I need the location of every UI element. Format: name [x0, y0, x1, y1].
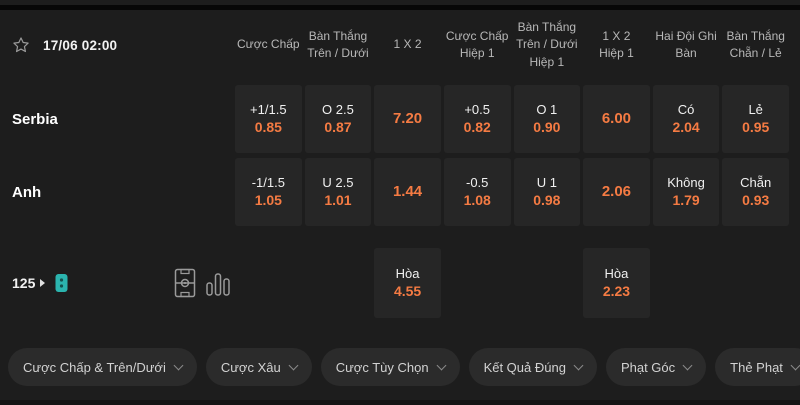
- odds-value: 1.79: [672, 191, 700, 208]
- tab-corners[interactable]: Phạt Góc: [605, 348, 707, 386]
- chevron-down-icon: [173, 360, 184, 371]
- odds-value: 0.95: [742, 118, 770, 135]
- odds-value: 0.93: [742, 191, 770, 208]
- selection-label: -1/1.5: [251, 174, 285, 190]
- market-filter-bar: Cược Chấp & Trên/Dưới Cược Xâu Cược Tùy …: [0, 348, 800, 386]
- football-pitch-icon[interactable]: [174, 268, 196, 298]
- tab-label: Cược Chấp & Trên/Dưới: [23, 359, 166, 375]
- team-name-home[interactable]: Serbia: [12, 110, 58, 128]
- selection-label: O 2.5: [322, 101, 354, 117]
- odds-value: 0.85: [254, 118, 282, 135]
- odds-cell-handicap-home[interactable]: +1/1.5 0.85: [235, 85, 302, 153]
- star-icon[interactable]: [12, 36, 30, 54]
- odds-cell-handicap-1h-away[interactable]: -0.5 1.08: [443, 158, 511, 226]
- extra-markets-controls[interactable]: 125: [10, 248, 232, 318]
- extra-markets-row: 125: [0, 248, 800, 318]
- odds-cell-draw-1h[interactable]: Hòa 2.23: [583, 248, 650, 318]
- odds-cell-btts-yes[interactable]: Có 2.04: [652, 85, 720, 153]
- odds-value: 1.08: [463, 191, 491, 208]
- team-name-away[interactable]: Anh: [12, 183, 42, 201]
- odds-value: 2.23: [602, 282, 631, 299]
- odds-cell-under[interactable]: U 2.5 1.01: [304, 158, 372, 226]
- odds-cell-1x2-home[interactable]: 7.20: [374, 85, 441, 153]
- column-header-over-under: Bàn Thắng Trên / Dưới: [307, 28, 369, 60]
- odds-value: 1.44: [392, 182, 423, 200]
- chevron-down-icon: [790, 360, 800, 371]
- selection-label: Hòa: [604, 265, 629, 281]
- odds-value: 1.05: [254, 191, 282, 208]
- tab-label: Thẻ Phạt: [730, 359, 783, 375]
- odds-value: 0.87: [324, 118, 352, 135]
- chevron-down-icon: [288, 360, 299, 371]
- odds-value: 2.06: [601, 182, 632, 200]
- market-count: 125: [12, 275, 36, 291]
- chevron-down-icon: [682, 360, 693, 371]
- selection-label: Lẻ: [748, 101, 763, 117]
- chevron-right-icon: [40, 279, 46, 287]
- selection-label: Chẵn: [740, 174, 772, 190]
- column-header-1x2: 1 X 2: [393, 37, 422, 52]
- odds-cell-over[interactable]: O 2.5 0.87: [304, 85, 372, 153]
- selection-label: -0.5: [465, 174, 489, 190]
- odds-cell-handicap-away[interactable]: -1/1.5 1.05: [235, 158, 302, 226]
- column-header-1x2-1h: 1 X 2 Hiệp 1: [599, 28, 634, 60]
- column-header-odd-even: Bàn Thắng Chẵn / Lẻ: [726, 28, 785, 60]
- odds-value: 0.98: [533, 191, 561, 208]
- odds-cell-1x2-1h-home[interactable]: 6.00: [583, 85, 650, 153]
- odds-value: 7.20: [392, 109, 423, 127]
- selection-label: Có: [677, 101, 695, 117]
- chevron-down-icon: [436, 360, 447, 371]
- odds-cell-1x2-1h-away[interactable]: 2.06: [583, 158, 650, 226]
- tab-label: Kết Quả Đúng: [483, 359, 566, 375]
- odds-header-row: 17/06 02:00 Cược Chấp Bàn Thắng Trên / D…: [0, 5, 800, 85]
- tab-parlay[interactable]: Cược Xâu: [205, 348, 312, 386]
- odds-cell-even[interactable]: Chẵn 0.93: [722, 158, 789, 226]
- column-header-handicap: Cược Chấp: [237, 37, 300, 52]
- odds-cell-draw[interactable]: Hòa 4.55: [374, 248, 441, 318]
- tab-cards[interactable]: Thẻ Phạt: [715, 348, 800, 386]
- odds-cell-btts-no[interactable]: Không 1.79: [652, 158, 720, 226]
- odds-cell-handicap-1h-home[interactable]: +0.5 0.82: [443, 85, 511, 153]
- odds-cell-1x2-away[interactable]: 1.44: [374, 158, 441, 226]
- odds-value: 0.90: [533, 118, 561, 135]
- top-divider: [0, 5, 800, 10]
- selection-label: U 1: [536, 174, 557, 190]
- selection-label: +0.5: [464, 101, 491, 117]
- team-row-serbia: Serbia +1/1.5 0.85 O 2.5 0.87 7.20 +0.5 …: [0, 85, 800, 153]
- bottom-divider: [0, 400, 800, 405]
- tab-handicap-over-under[interactable]: Cược Chấp & Trên/Dưới: [8, 348, 197, 386]
- match-datetime: 17/06 02:00: [43, 37, 118, 53]
- team-row-anh: Anh -1/1.5 1.05 U 2.5 1.01 1.44 -0.5 1.0…: [0, 158, 800, 226]
- odds-value: 4.55: [393, 282, 422, 299]
- tab-label: Cược Tùy Chọn: [335, 359, 429, 375]
- odds-value: 2.04: [672, 118, 700, 135]
- odds-cell-under-1h[interactable]: U 1 0.98: [513, 158, 581, 226]
- match-meta: 17/06 02:00: [10, 36, 232, 54]
- tab-label: Phạt Góc: [620, 359, 676, 375]
- tab-label: Cược Xâu: [220, 359, 281, 375]
- selection-label: O 1: [536, 101, 558, 117]
- teal-badge-icon[interactable]: [55, 273, 68, 293]
- odds-cell-odd[interactable]: Lẻ 0.95: [722, 85, 789, 153]
- column-header-handicap-1h: Cược Chấp Hiệp 1: [445, 28, 509, 60]
- selection-label: U 2.5: [322, 174, 354, 190]
- odds-value: 1.01: [324, 191, 352, 208]
- tab-correct-score[interactable]: Kết Quả Đúng: [468, 348, 597, 386]
- tab-custom-bets[interactable]: Cược Tùy Chọn: [320, 348, 460, 386]
- column-header-over-under-1h: Bàn Thắng Trên / Dưới Hiệp 1: [516, 19, 578, 69]
- bar-chart-icon[interactable]: [205, 270, 231, 297]
- chevron-down-icon: [573, 360, 584, 371]
- selection-label: Hòa: [395, 265, 420, 281]
- selection-label: Không: [667, 174, 705, 190]
- column-header-btts: Hai Đội Ghi Bàn: [655, 28, 717, 60]
- odds-value: 0.82: [463, 118, 491, 135]
- odds-value: 6.00: [601, 109, 632, 127]
- selection-label: +1/1.5: [250, 101, 287, 117]
- odds-cell-over-1h[interactable]: O 1 0.90: [513, 85, 581, 153]
